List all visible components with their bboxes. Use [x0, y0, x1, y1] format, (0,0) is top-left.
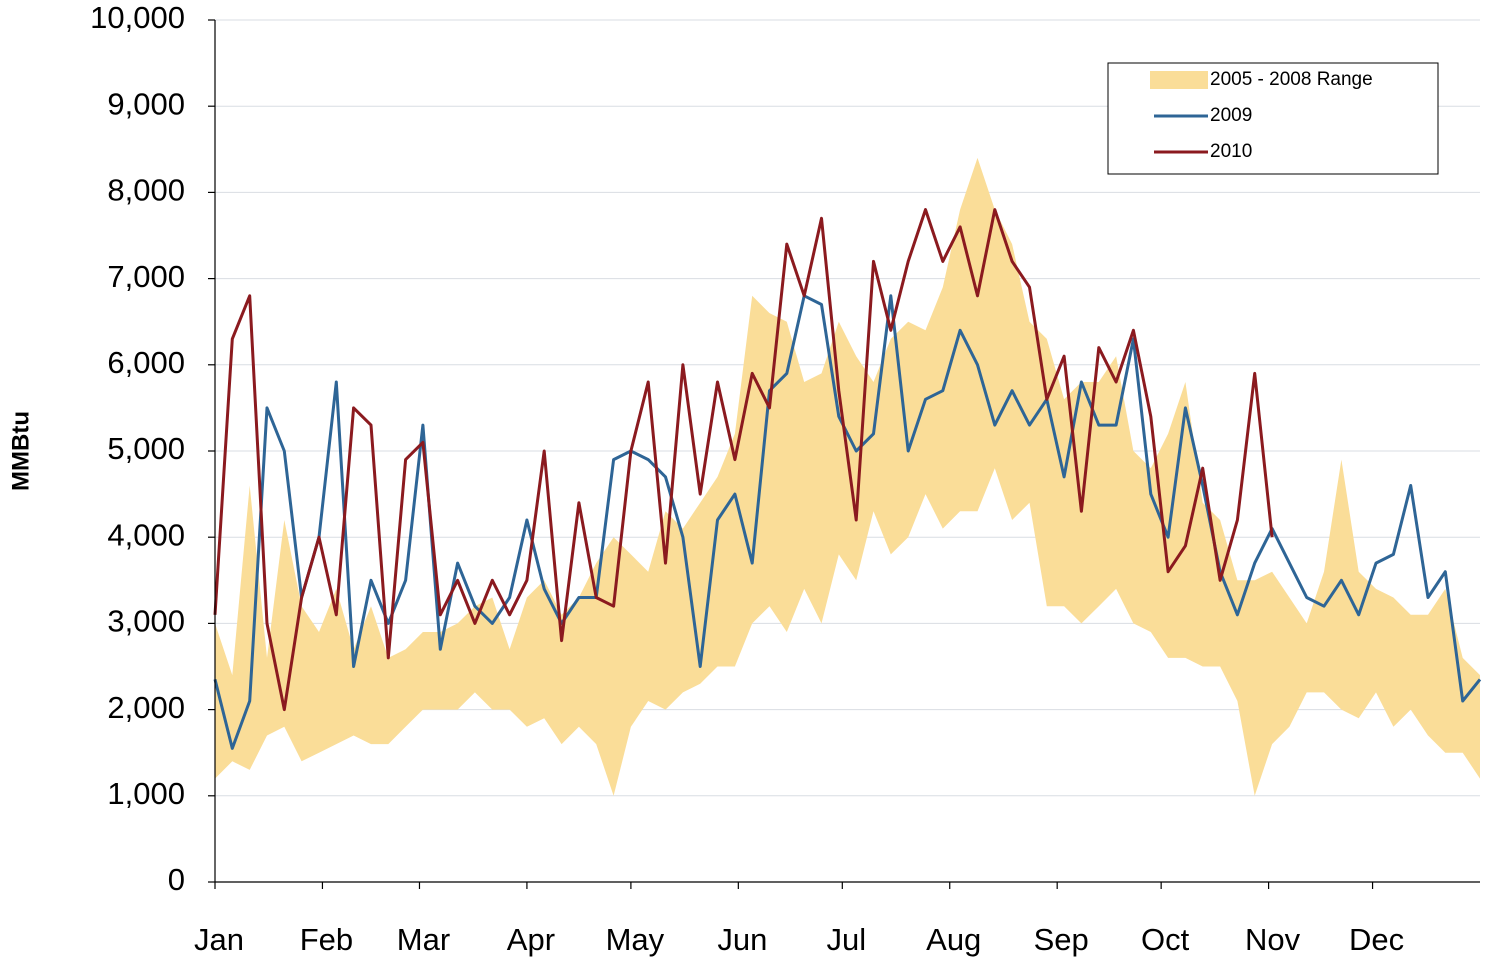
y-tick-label: 6,000 [107, 345, 185, 380]
legend: 2005 - 2008 Range 2009 2010 [1107, 62, 1439, 175]
legend-label: 2010 [1210, 141, 1252, 162]
y-tick-label: 1,000 [107, 776, 185, 811]
y-tick-label: 5,000 [107, 431, 185, 466]
y-tick-label: 8,000 [107, 173, 185, 208]
x-tick-label: Feb [300, 922, 353, 957]
x-tick-label: May [606, 922, 665, 957]
series-line [213, 208, 1274, 712]
y-tick-label: 4,000 [107, 517, 185, 552]
legend-label: 2005 - 2008 Range [1210, 69, 1373, 90]
y-tick-label: 10,000 [90, 0, 185, 35]
x-tick-label: Nov [1245, 922, 1301, 957]
x-tick-label: Apr [507, 922, 555, 957]
legend-swatch [1150, 71, 1208, 89]
y-tick-label: 3,000 [107, 604, 185, 639]
x-tick-label: Aug [926, 922, 981, 957]
legend-label: 2009 [1210, 105, 1252, 126]
x-tick-label: Jul [826, 922, 866, 957]
y-tick-label: 2,000 [107, 690, 185, 725]
x-tick-label: Dec [1349, 922, 1404, 957]
y-tick-label: 7,000 [107, 259, 185, 294]
y-axis-label: MMBtu [7, 411, 34, 491]
x-tick-label: Sep [1034, 922, 1089, 957]
y-tick-label: 9,000 [107, 86, 185, 121]
y-tick-label: 0 [168, 862, 185, 897]
x-tick-label: Jun [717, 922, 767, 957]
x-tick-label: Oct [1141, 922, 1190, 957]
range-band [215, 157, 1480, 796]
x-tick-label: Mar [397, 922, 450, 957]
x-tick-label: Jan [194, 922, 244, 957]
